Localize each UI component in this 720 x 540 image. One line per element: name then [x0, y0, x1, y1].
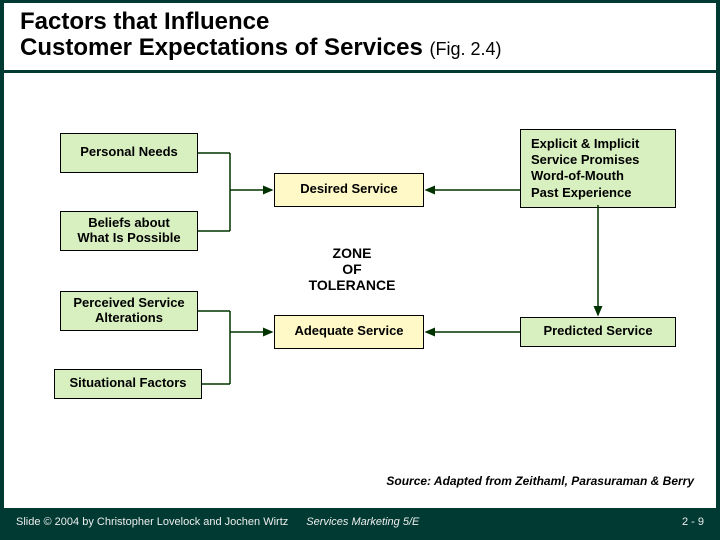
- figure-ref: (Fig. 2.4): [429, 39, 501, 59]
- footer-page-number: 2 - 9: [682, 516, 704, 528]
- node-personal-needs: Personal Needs: [60, 133, 198, 173]
- zone-of-tolerance: ZONE OF TOLERANCE: [302, 229, 402, 293]
- list-item: Explicit & Implicit: [531, 136, 665, 152]
- node-predicted-service: Predicted Service: [520, 317, 676, 347]
- footer-copyright: Slide © 2004 by Christopher Lovelock and…: [16, 516, 288, 528]
- title-line-2: Customer Expectations of Services (Fig. …: [20, 35, 700, 61]
- node-label: Adequate Service: [294, 324, 403, 339]
- diagram-area: Personal Needs Beliefs about What Is Pos…: [4, 73, 716, 433]
- source-citation: Source: Adapted from Zeithaml, Parasuram…: [386, 474, 694, 488]
- list-item: Word-of-Mouth: [531, 168, 665, 184]
- node-beliefs: Beliefs about What Is Possible: [60, 211, 198, 251]
- zone-label: ZONE OF TOLERANCE: [309, 245, 396, 293]
- list-item: Service Promises: [531, 152, 665, 168]
- node-label: Predicted Service: [543, 324, 652, 339]
- node-label: Perceived Service Alterations: [73, 296, 184, 326]
- title-line-1: Factors that Influence: [20, 9, 700, 35]
- node-adequate-service: Adequate Service: [274, 315, 424, 349]
- node-label: Personal Needs: [80, 145, 178, 160]
- node-desired-service: Desired Service: [274, 173, 424, 207]
- title-main: Customer Expectations of Services: [20, 34, 423, 61]
- footer-bar: Slide © 2004 by Christopher Lovelock and…: [4, 508, 716, 536]
- node-right-factors: Explicit & Implicit Service Promises Wor…: [520, 129, 676, 208]
- title-block: Factors that Influence Customer Expectat…: [4, 3, 716, 73]
- node-label: Beliefs about What Is Possible: [77, 216, 180, 246]
- node-label: Situational Factors: [69, 376, 186, 391]
- footer-book-title: Services Marketing 5/E: [306, 516, 419, 528]
- list-item: Past Experience: [531, 185, 665, 201]
- node-situational: Situational Factors: [54, 369, 202, 399]
- node-alterations: Perceived Service Alterations: [60, 291, 198, 331]
- slide: Factors that Influence Customer Expectat…: [0, 0, 720, 540]
- node-label: Desired Service: [300, 182, 398, 197]
